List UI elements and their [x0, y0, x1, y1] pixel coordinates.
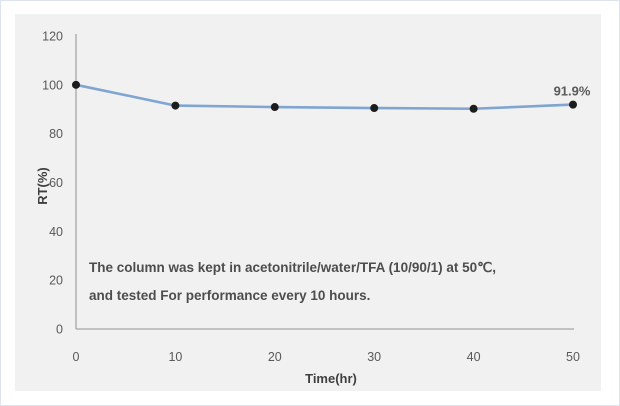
data-point-marker [171, 101, 180, 110]
y-tick-label: 80 [49, 127, 63, 141]
x-tick-label: 10 [168, 350, 182, 364]
chart-background [15, 14, 601, 391]
data-point-marker [270, 103, 279, 112]
y-tick-label: 0 [56, 323, 63, 337]
x-tick-label: 40 [467, 350, 481, 364]
last-point-value-label: 91.9% [554, 84, 591, 99]
x-tick-label: 0 [73, 350, 80, 364]
y-tick-label: 120 [42, 30, 63, 44]
data-point-marker [569, 100, 577, 109]
annotation-line-2: and tested For performance every 10 hour… [89, 288, 371, 303]
data-point-marker [72, 80, 80, 89]
y-tick-label: 60 [49, 176, 63, 190]
x-tick-label: 50 [566, 350, 580, 364]
x-tick-label: 30 [367, 350, 381, 364]
annotation-line-1: The column was kept in acetonitrile/wate… [89, 260, 497, 275]
data-point-marker [469, 104, 478, 113]
y-tick-label: 100 [42, 78, 63, 92]
x-tick-label: 20 [268, 350, 282, 364]
y-tick-label: 40 [49, 225, 63, 239]
y-axis-title: RT(%) [35, 167, 50, 205]
data-line [74, 83, 575, 111]
y-tick-label: 20 [49, 274, 63, 288]
data-point-marker [370, 104, 379, 113]
x-axis-title: Time(hr) [305, 371, 357, 386]
